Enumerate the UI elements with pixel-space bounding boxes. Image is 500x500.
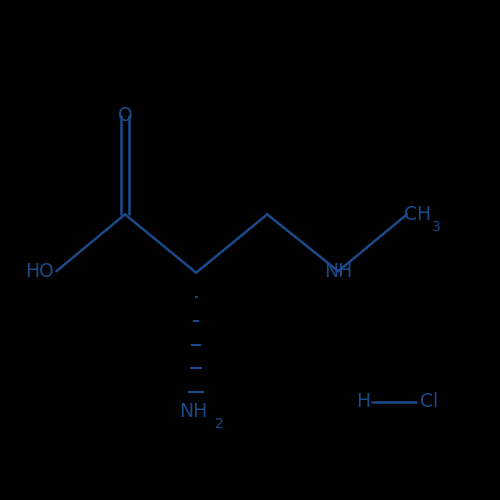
Text: Cl: Cl: [420, 392, 438, 411]
Text: 2: 2: [214, 416, 224, 430]
Text: O: O: [118, 106, 132, 126]
Text: 3: 3: [432, 220, 441, 234]
Text: NH: NH: [324, 262, 352, 280]
Text: CH: CH: [404, 205, 431, 224]
Text: HO: HO: [25, 262, 54, 280]
Text: NH: NH: [180, 402, 208, 420]
Text: H: H: [356, 392, 370, 411]
